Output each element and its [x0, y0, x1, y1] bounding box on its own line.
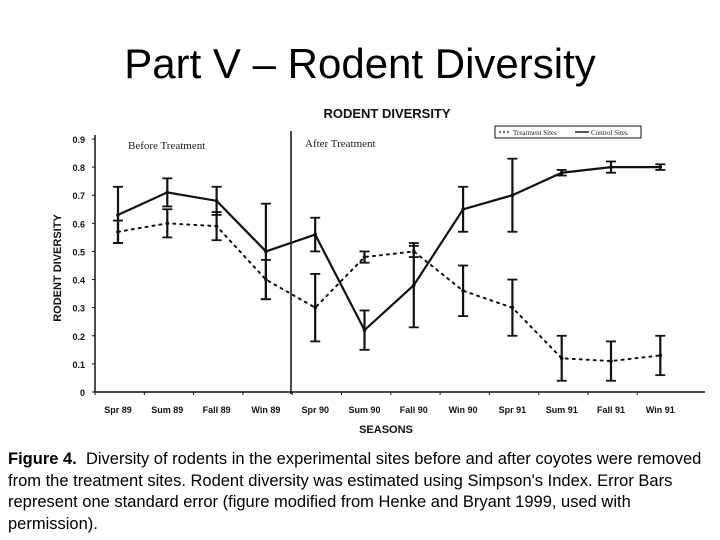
x-tick-label: Spr 89	[104, 405, 132, 415]
annotation-before-treatment: Before Treatment	[128, 140, 205, 152]
x-tick-label: Sum 91	[546, 405, 578, 415]
legend-treatment-sites: Treatment Sites	[513, 129, 557, 137]
y-tick-label: 0.9	[72, 135, 85, 145]
control-sites-series	[113, 157, 666, 351]
y-tick-label: 0.3	[72, 304, 85, 314]
y-tick-label: 0	[80, 388, 85, 398]
legend: Treatment Sites Control Sites	[494, 125, 642, 139]
annotation-after-treatment: After Treatment	[305, 138, 376, 150]
x-tick-label: Sum 90	[348, 405, 380, 415]
y-tick-label: 0.1	[72, 360, 85, 370]
x-tick-label: Sum 89	[151, 405, 183, 415]
figure-caption: Figure 4. Diversity of rodents in the ex…	[8, 449, 714, 535]
y-tick-label: 0.2	[72, 332, 85, 342]
x-tick-label: Fall 91	[597, 405, 625, 415]
x-axis: Spr 89 Sum 89 Fall 89 Win 89 Spr 90 Sum 90 Fal…	[94, 391, 705, 415]
x-tick-label: Spr 90	[301, 405, 329, 415]
caption-text: Diversity of rodents in the experimental…	[8, 450, 702, 533]
y-tick-label: 0.4	[72, 276, 85, 286]
series-layer	[113, 157, 666, 382]
x-tick-label: Win 90	[449, 405, 478, 415]
x-tick-label: Win 89	[251, 405, 280, 415]
x-tick-label: Spr 91	[499, 405, 527, 415]
x-tick-label: Fall 89	[203, 405, 231, 415]
rodent-diversity-chart: RODENT DIVERSITY 0 0.1 0.2 0.3 0.4 0.5 0.6 0.7 0…	[0, 95, 720, 440]
x-tick-label: Fall 90	[400, 405, 428, 415]
y-axis: 0 0.1 0.2 0.3 0.4 0.5 0.6 0.7 0.8 0.9	[72, 135, 96, 398]
treatment-sites-series	[113, 208, 666, 382]
caption-label: Figure 4.	[8, 450, 77, 468]
x-tick-label: Win 91	[646, 405, 675, 415]
y-tick-label: 0.6	[72, 219, 85, 229]
slide-title: Part V – Rodent Diversity	[124, 40, 596, 87]
y-tick-label: 0.7	[72, 191, 85, 201]
y-axis-label: RODENT DIVERSITY	[52, 214, 64, 322]
x-axis-label: SEASONS	[359, 424, 413, 436]
y-tick-label: 0.5	[72, 247, 85, 257]
legend-control-sites: Control Sites	[591, 129, 628, 137]
y-tick-label: 0.8	[72, 163, 85, 173]
chart-title: RODENT DIVERSITY	[323, 106, 450, 121]
